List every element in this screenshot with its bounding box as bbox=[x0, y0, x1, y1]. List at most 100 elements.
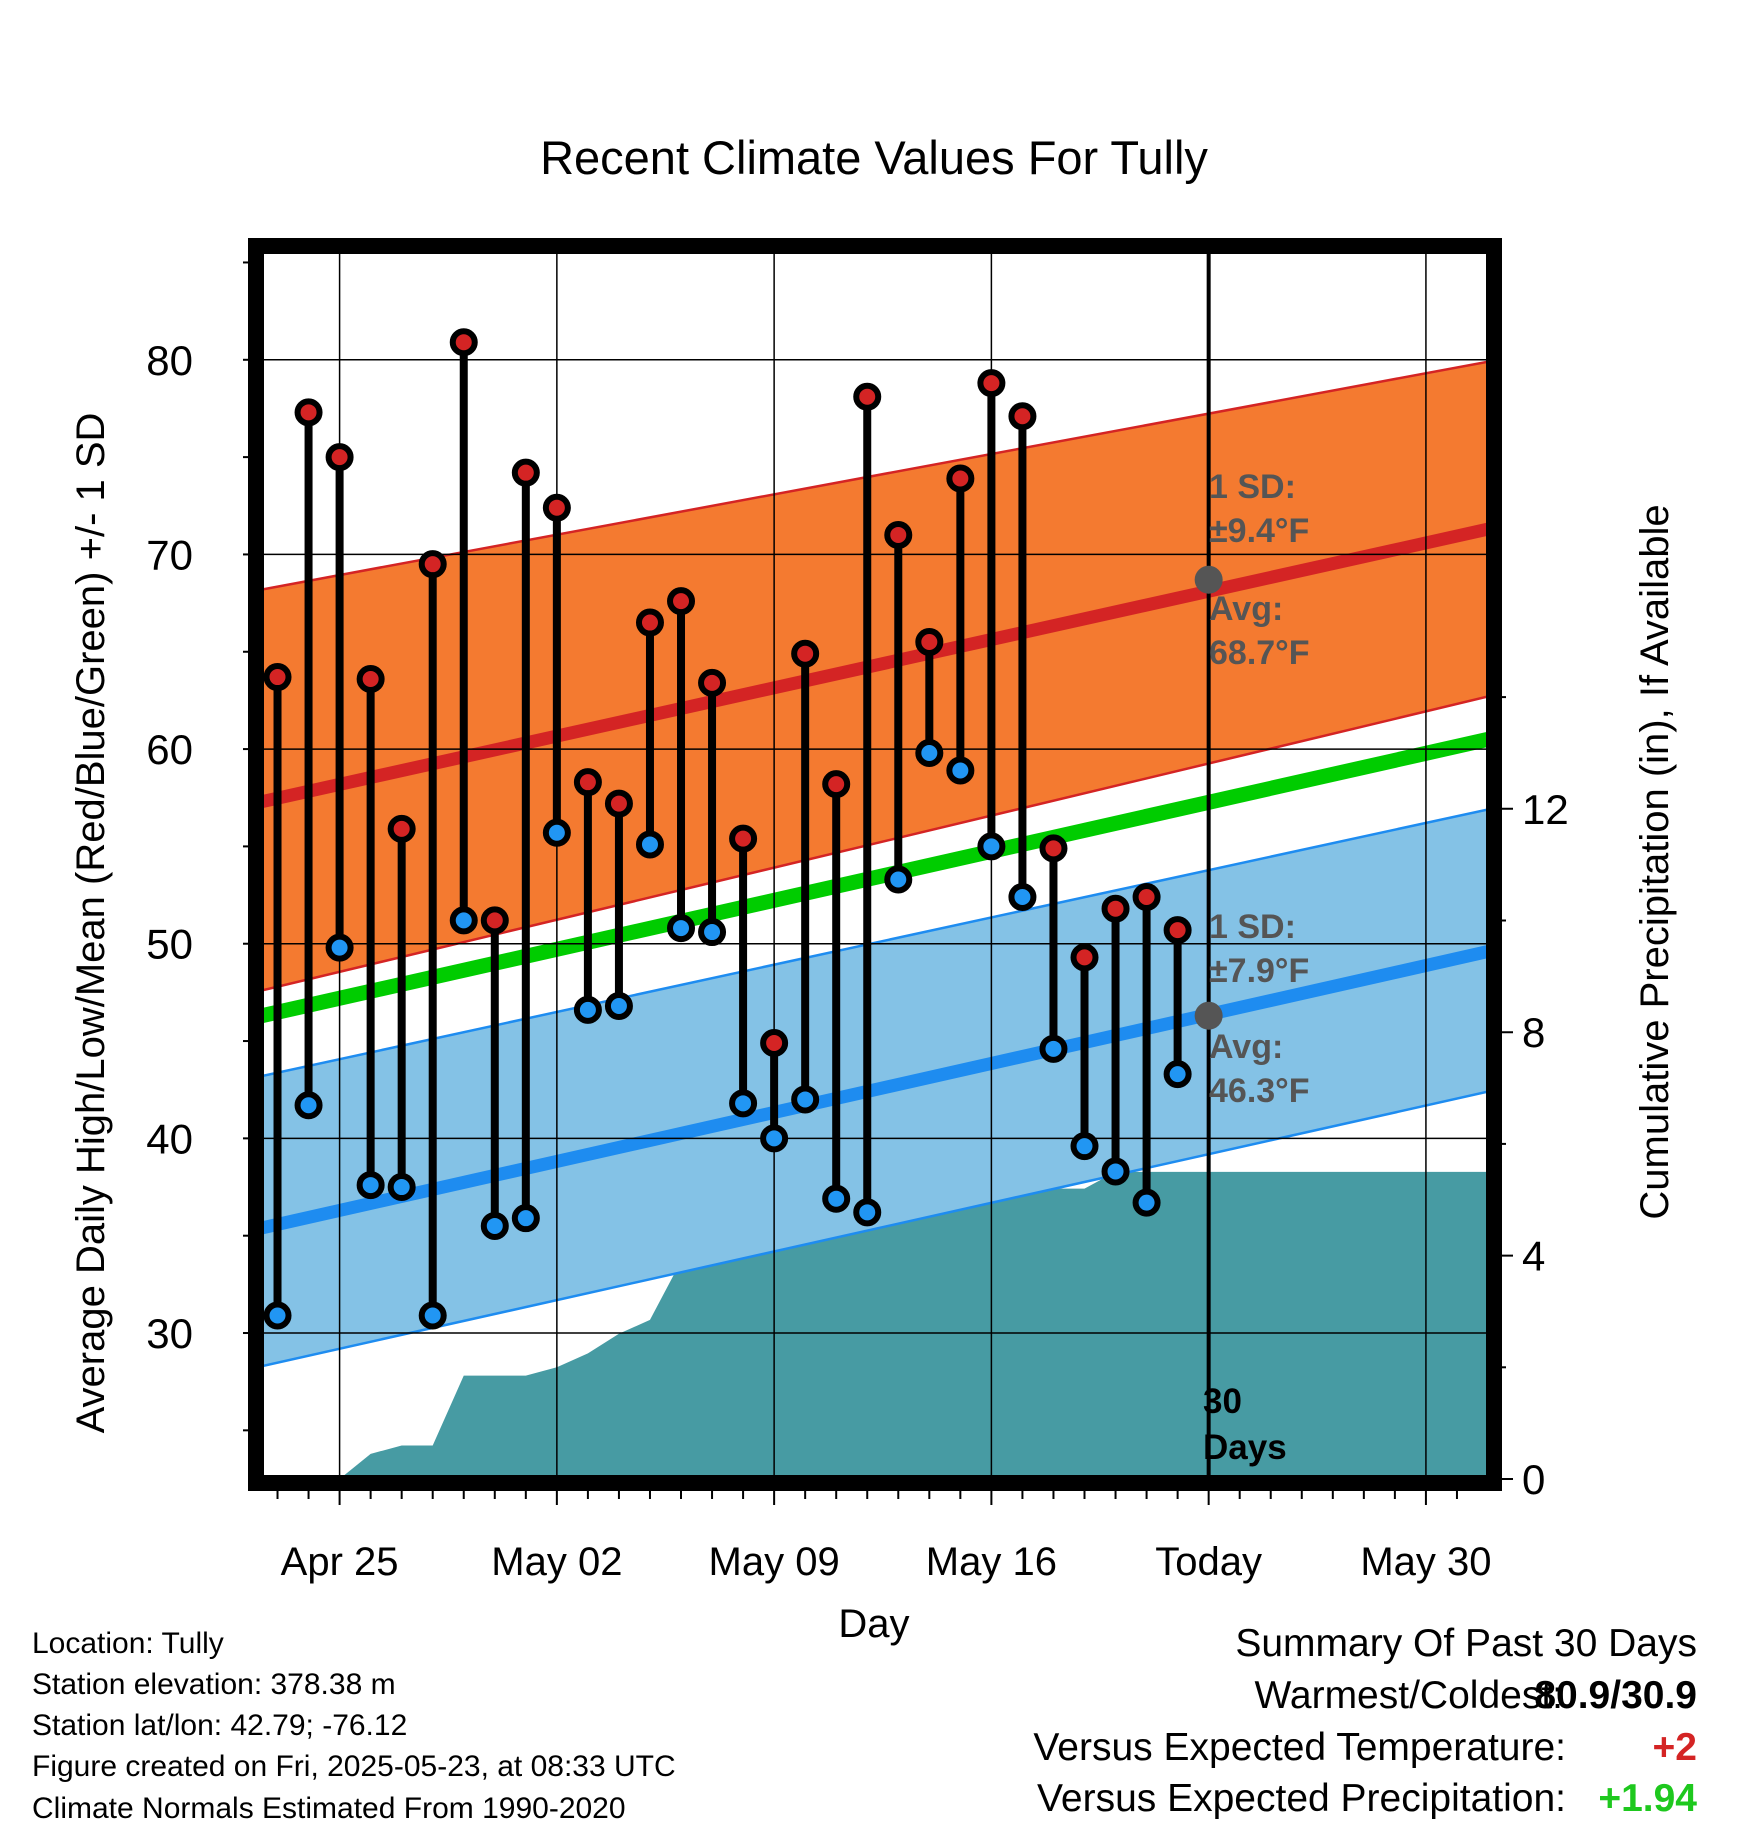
y-tick-label: 40 bbox=[146, 1115, 193, 1162]
x-axis-label: Day bbox=[838, 1602, 909, 1646]
daily-high-dot bbox=[1163, 916, 1192, 945]
daily-low-dot bbox=[884, 865, 913, 894]
daily-high-dot bbox=[853, 382, 882, 411]
x-tick-label: Apr 25 bbox=[281, 1540, 399, 1584]
temp-label: Versus Expected Temperature: bbox=[1033, 1726, 1566, 1769]
precip-area bbox=[339, 1171, 1488, 1479]
daily-high-dot bbox=[604, 789, 633, 818]
daily-low-dot bbox=[1101, 1157, 1130, 1186]
latlon-text: Station lat/lon: 42.79; -76.12 bbox=[32, 1709, 407, 1742]
daily-low-dot bbox=[356, 1171, 385, 1200]
daily-low-dot bbox=[480, 1211, 509, 1240]
daily-low-dot bbox=[667, 914, 696, 943]
axes: 30 40 50 60 70 80 0 4 8 12 Apr 25 May 02 May 09 May 1… bbox=[146, 238, 1569, 1584]
low-avg-label: Avg: bbox=[1209, 1028, 1283, 1066]
high-avg-point bbox=[1194, 565, 1223, 594]
precip-value: +1.94 bbox=[1598, 1777, 1697, 1820]
warmest-label: Warmest/Coldest: bbox=[1255, 1674, 1563, 1717]
high-sd-label: 1 SD: bbox=[1209, 468, 1296, 506]
daily-high-dot bbox=[356, 665, 385, 694]
temp-value: +2 bbox=[1653, 1726, 1697, 1769]
low-lower-line bbox=[262, 1090, 1488, 1368]
days-count: 30 bbox=[1203, 1382, 1242, 1421]
daily-high-dot bbox=[387, 814, 416, 843]
daily-low-dot bbox=[325, 933, 354, 962]
daily-high-dot bbox=[263, 663, 292, 692]
low-sd-value: ±7.9°F bbox=[1209, 952, 1309, 990]
days-annotation: 30 Days bbox=[1203, 1382, 1287, 1467]
low-sd-label: 1 SD: bbox=[1209, 908, 1296, 946]
high-lower-line bbox=[262, 695, 1488, 992]
high-avg-label: Avg: bbox=[1209, 590, 1283, 628]
daily-high-dot bbox=[1132, 883, 1161, 912]
daily-low-dot bbox=[729, 1089, 758, 1118]
daily-high-dot bbox=[822, 770, 851, 799]
created-text: Figure created on Fri, 2025-05-23, at 08… bbox=[32, 1750, 676, 1783]
location-text: Location: Tully bbox=[32, 1627, 224, 1660]
low-avg-line bbox=[262, 945, 1488, 1235]
daily-high-dot bbox=[698, 668, 727, 697]
daily-low-dot bbox=[977, 832, 1006, 861]
daily-high-dot bbox=[1039, 834, 1068, 863]
days-word: Days bbox=[1203, 1428, 1287, 1467]
y-tick-label: 60 bbox=[146, 726, 193, 773]
daily-low-dot bbox=[946, 756, 975, 785]
x-tick-label: May 16 bbox=[926, 1540, 1057, 1584]
daily-low-dot bbox=[542, 818, 571, 847]
y-tick-label: 70 bbox=[146, 531, 193, 578]
daily-low-dot bbox=[263, 1301, 292, 1330]
daily-high-dot bbox=[294, 398, 323, 427]
low-annotation: 1 SD: ±7.9°F Avg: 46.3°F bbox=[1209, 908, 1310, 1110]
daily-low-dot bbox=[573, 995, 602, 1024]
summary-title: Summary Of Past 30 Days bbox=[1235, 1622, 1697, 1665]
y2-tick-label: 0 bbox=[1522, 1456, 1545, 1503]
station-info: Location: Tully Station elevation: 378.3… bbox=[32, 1627, 676, 1825]
daily-high-dot bbox=[729, 824, 758, 853]
plot-frame bbox=[248, 238, 1502, 1491]
daily-high-dot bbox=[325, 443, 354, 472]
x-tick-label: May 30 bbox=[1360, 1540, 1491, 1584]
high-avg-value: 68.7°F bbox=[1209, 634, 1310, 672]
daily-low-dot bbox=[698, 918, 727, 947]
daily-low-dot bbox=[387, 1173, 416, 1202]
daily-low-dot bbox=[853, 1198, 882, 1227]
y2-tick-label: 12 bbox=[1522, 786, 1569, 833]
daily-low-dot bbox=[449, 906, 478, 935]
x-tick-label: May 02 bbox=[491, 1540, 622, 1584]
daily-high-dot bbox=[542, 493, 571, 522]
y2-axis-label: Cumulative Precipitation (in), If Availa… bbox=[1633, 504, 1677, 1219]
daily-high-dot bbox=[1070, 943, 1099, 972]
y-tick-label: 30 bbox=[146, 1310, 193, 1357]
daily-low-dot bbox=[604, 992, 633, 1021]
daily-high-dot bbox=[977, 369, 1006, 398]
daily-high-dot bbox=[418, 550, 447, 579]
y2-tick-label: 8 bbox=[1522, 1009, 1545, 1056]
daily-low-dot bbox=[1132, 1188, 1161, 1217]
daily-low-dot bbox=[822, 1184, 851, 1213]
x-tick-label: Today bbox=[1155, 1540, 1262, 1584]
daily-high-dot bbox=[1101, 894, 1130, 923]
daily-high-dot bbox=[573, 768, 602, 797]
daily-low-dot bbox=[1039, 1034, 1068, 1063]
y-tick-label: 50 bbox=[146, 921, 193, 968]
daily-low-dot bbox=[1163, 1060, 1192, 1089]
precip-label: Versus Expected Precipitation: bbox=[1037, 1777, 1566, 1820]
chart-title: Recent Climate Values For Tully bbox=[540, 131, 1208, 184]
low-upper-line bbox=[262, 808, 1488, 1078]
daily-low-dot bbox=[791, 1085, 820, 1114]
high-annotation: 1 SD: ±9.4°F Avg: 68.7°F bbox=[1209, 468, 1310, 672]
y-axis-label: Average Daily High/Low/Mean (Red/Blue/Gr… bbox=[69, 413, 113, 1434]
daily-low-dot bbox=[1070, 1132, 1099, 1161]
daily-high-dot bbox=[1008, 402, 1037, 431]
daily-high-dot bbox=[635, 608, 664, 637]
daily-low-dot bbox=[294, 1091, 323, 1120]
mean-avg-line bbox=[262, 732, 1488, 1024]
normals-text: Climate Normals Estimated From 1990-2020 bbox=[32, 1792, 626, 1825]
daily-low-dot bbox=[635, 830, 664, 859]
low-avg-value: 46.3°F bbox=[1209, 1072, 1310, 1110]
daily-high-dot bbox=[667, 587, 696, 616]
x-tick-label: May 09 bbox=[709, 1540, 840, 1584]
daily-low-dot bbox=[511, 1204, 540, 1233]
daily-high-dot bbox=[511, 458, 540, 487]
